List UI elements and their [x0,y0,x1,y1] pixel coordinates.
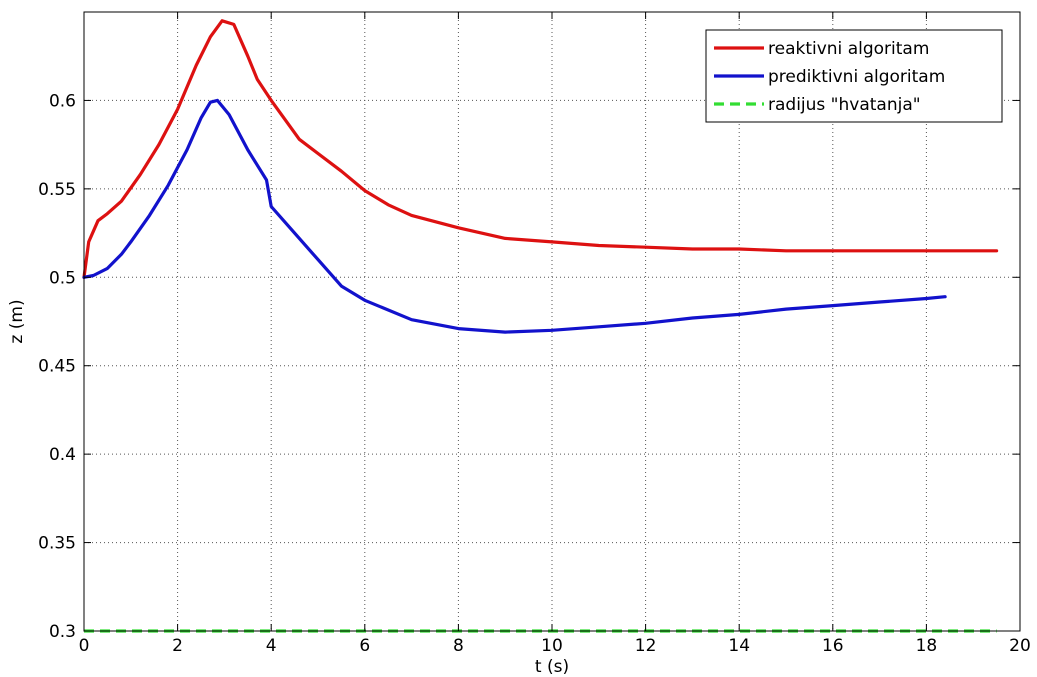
y-tick-label: 0.3 [49,622,76,642]
legend-label-radijus: radijus "hvatanja" [768,95,921,115]
x-tick-label: 20 [1009,636,1031,656]
tick-layer: 0 2 4 6 8 10 12 14 16 18 20 0.3 0.35 0.4 0.45 0.5 0.55 0.… [38,12,1031,656]
y-tick-label: 0.45 [38,357,76,377]
x-tick-label: 14 [728,636,750,656]
x-tick-label: 6 [359,636,370,656]
legend-label-reaktivni: reaktivni algoritam [768,39,929,59]
legend: reaktivni algoritam prediktivni algorita… [705,29,1003,123]
y-tick-label: 0.5 [49,268,76,288]
x-tick-label: 18 [916,636,938,656]
x-tick-label: 4 [266,636,277,656]
x-tick-label: 2 [172,636,183,656]
y-axis-label: z (m) [7,299,27,343]
x-tick-label: 16 [822,636,844,656]
x-axis-label: t (s) [535,657,569,677]
series-line-prediktivni-algoritam [82,98,947,334]
y-tick-label: 0.6 [49,91,76,111]
series-line-reaktivni-algoritam [82,19,999,279]
grid [84,12,1020,631]
y-tick-label: 0.4 [49,445,76,465]
x-tick-label: 12 [635,636,657,656]
y-tick-label: 0.55 [38,180,76,200]
legend-label-prediktivni: prediktivni algoritam [768,67,945,87]
x-tick-label: 0 [79,636,90,656]
x-tick-label: 10 [541,636,563,656]
y-tick-label: 0.35 [38,534,76,554]
x-tick-label: 8 [453,636,464,656]
